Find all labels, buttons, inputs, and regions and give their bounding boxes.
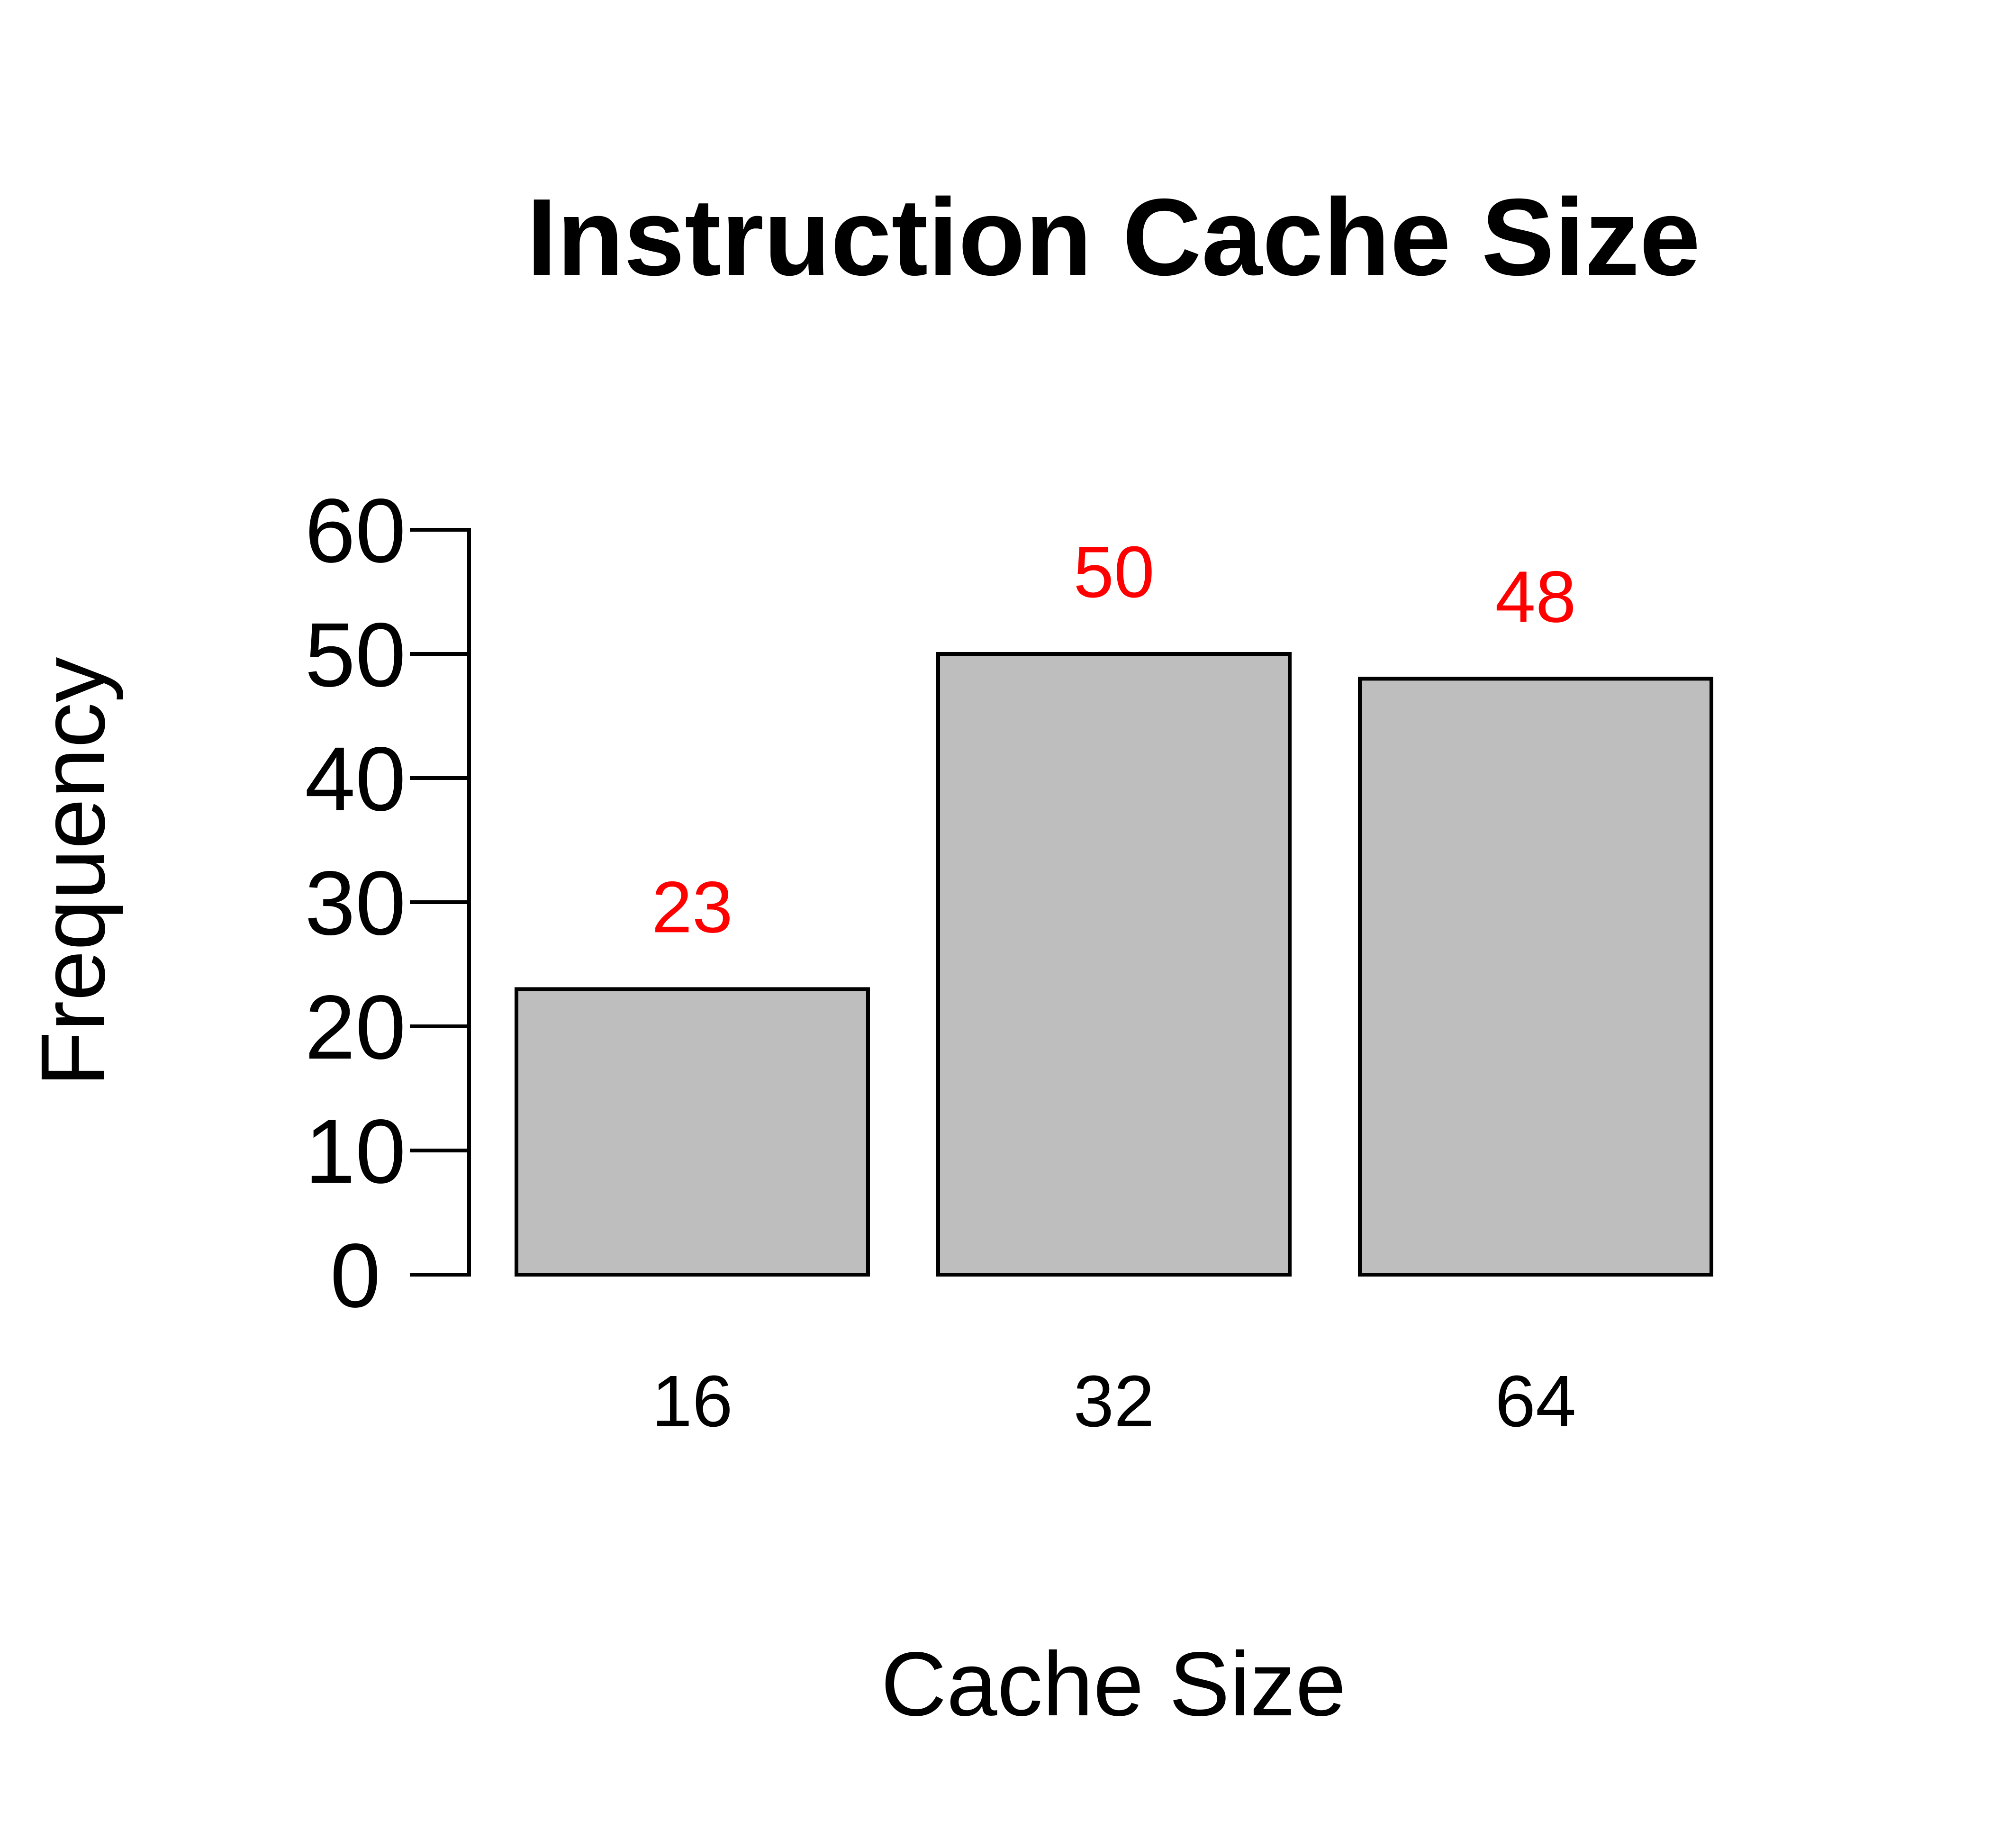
y-axis: 0 10 20 30 40 50 60 — [305, 480, 471, 1326]
y-tick-label: 0 — [330, 1224, 381, 1326]
category-labels-group: 16 32 64 — [651, 1360, 1576, 1442]
x-axis-label: Cache Size — [881, 1633, 1346, 1735]
y-tick-label: 50 — [305, 604, 406, 706]
chart-title: Instruction Cache Size — [526, 176, 1700, 298]
x-category-label: 16 — [651, 1360, 733, 1442]
y-tick-label: 60 — [305, 480, 406, 581]
bar — [515, 987, 870, 1277]
value-labels-group: 23 50 48 — [651, 531, 1576, 948]
y-tick-label: 40 — [305, 728, 406, 830]
bar — [936, 652, 1292, 1277]
y-tick-label: 30 — [305, 852, 406, 954]
bar-value-label: 50 — [1073, 531, 1154, 613]
x-category-label: 32 — [1073, 1360, 1154, 1442]
bar-value-label: 23 — [651, 866, 733, 948]
y-axis-label: Frequency — [22, 657, 124, 1087]
y-tick-label: 10 — [305, 1100, 406, 1202]
bar-value-label: 48 — [1495, 556, 1576, 637]
y-tick-label: 20 — [305, 976, 406, 1078]
bar — [1358, 677, 1713, 1277]
x-category-label: 64 — [1495, 1360, 1576, 1442]
bars-group — [515, 652, 1713, 1277]
